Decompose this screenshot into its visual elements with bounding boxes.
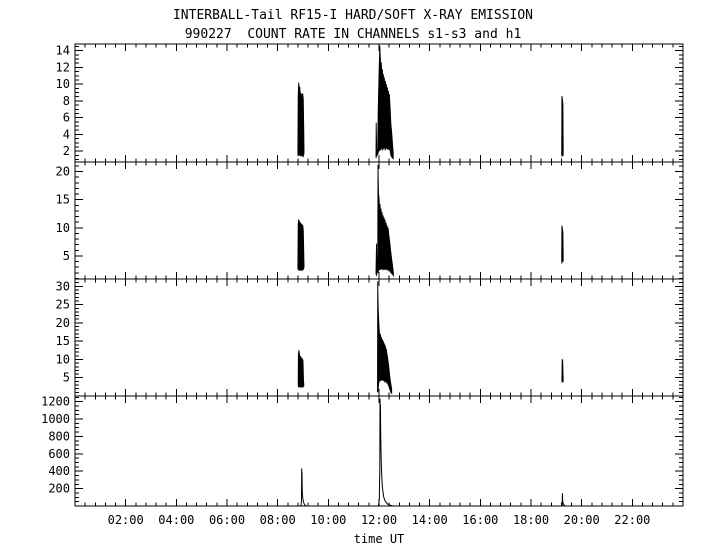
y-tick-label: 10 <box>56 352 70 366</box>
x-tick-label: 04:00 <box>158 513 194 527</box>
burst-s2 <box>297 219 305 272</box>
burst-s3 <box>297 350 305 389</box>
burst-s2 <box>561 225 564 265</box>
y-tick-label: 600 <box>48 447 70 461</box>
x-tick-label: 08:00 <box>260 513 296 527</box>
x-tick-label: 06:00 <box>209 513 245 527</box>
y-tick-label: 12 <box>56 60 70 74</box>
y-tick-label: 20 <box>56 165 70 179</box>
y-tick-label: 25 <box>56 298 70 312</box>
panel-s2: 5 10 15 20 <box>56 161 684 280</box>
burst-h1 <box>377 398 395 507</box>
x-axis-labels: 02:00 04:00 06:00 08:00 10:00 12:00 14:00 16:00… <box>108 513 651 546</box>
x-tick-label: 14:00 <box>412 513 448 527</box>
y-tick-label: 15 <box>56 334 70 348</box>
y-tick-label: 1000 <box>41 412 70 426</box>
x-axis-title: time UT <box>354 532 405 546</box>
y-tick-label: 14 <box>56 44 70 58</box>
y-tick-label: 200 <box>48 482 70 496</box>
x-tick-label: 02:00 <box>108 513 144 527</box>
panel-s1: 2 4 6 8 10 12 14 <box>56 43 684 163</box>
x-tick-label: 16:00 <box>462 513 498 527</box>
y-tick-label: 30 <box>56 279 70 293</box>
y-tick-label: 1200 <box>41 395 70 409</box>
panel-s3: 5 10 15 20 25 30 <box>56 278 684 397</box>
y-tick-label: 10 <box>56 77 70 91</box>
y-tick-label: 400 <box>48 464 70 478</box>
y-tick-label: 6 <box>63 111 70 125</box>
y-tick-label: 15 <box>56 193 70 207</box>
burst-s3 <box>377 281 393 395</box>
chart-title: INTERBALL-Tail RF15-I HARD/SOFT X-RAY EM… <box>172 8 534 23</box>
x-tick-label: 20:00 <box>564 513 600 527</box>
y-tick-label: 4 <box>63 127 70 141</box>
chart-subtitle: 990227 COUNT RATE IN CHANNELS s1-s3 and … <box>184 27 522 42</box>
y-tick-label: 8 <box>63 94 70 108</box>
burst-s3 <box>561 359 564 384</box>
burst-s1 <box>375 45 394 160</box>
y-tick-label: 20 <box>56 316 70 330</box>
y-tick-label: 10 <box>56 221 70 235</box>
burst-s1 <box>561 95 564 158</box>
panel-h1: 200 400 600 800 1000 1200 <box>41 395 684 507</box>
burst-s2 <box>375 164 394 278</box>
x-tick-label: 12:00 <box>361 513 397 527</box>
burst-h1 <box>561 493 566 507</box>
burst-s1 <box>297 82 305 158</box>
x-tick-label: 22:00 <box>614 513 650 527</box>
y-tick-label: 5 <box>63 249 70 263</box>
y-tick-label: 800 <box>48 429 70 443</box>
x-tick-label: 10:00 <box>310 513 346 527</box>
x-tick-label: 18:00 <box>513 513 549 527</box>
y-tick-label: 5 <box>63 371 70 385</box>
burst-h1 <box>299 468 307 507</box>
y-tick-label: 2 <box>63 144 70 158</box>
